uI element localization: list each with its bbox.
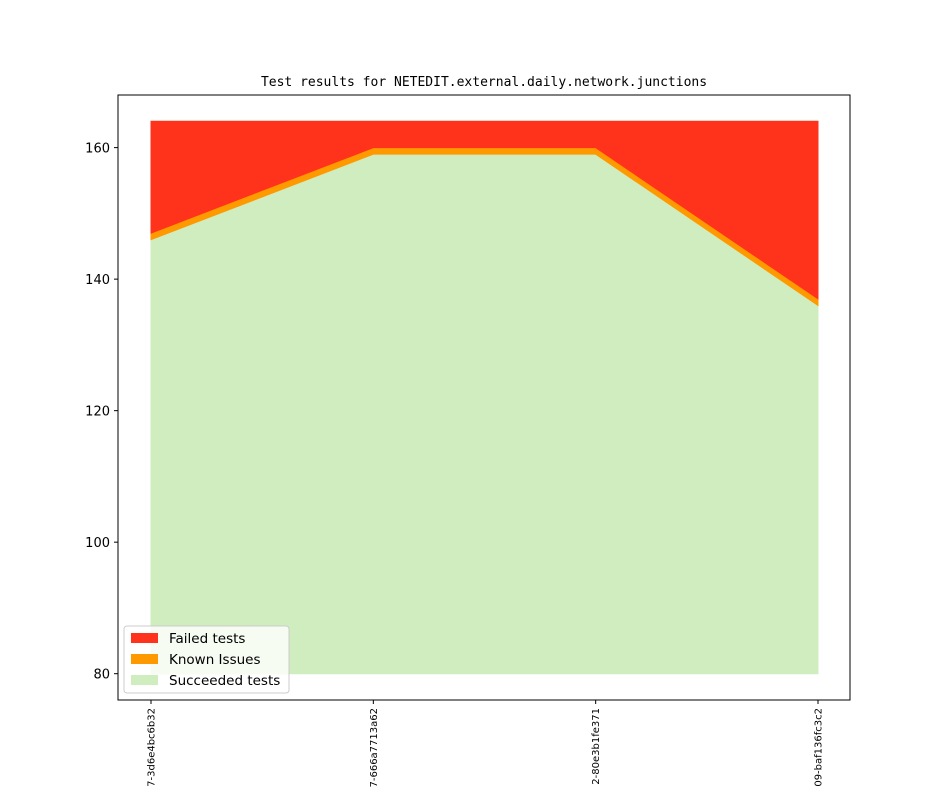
area-failed-tests [150,120,819,300]
plot-frame [117,94,851,701]
legend-swatch [131,675,158,685]
y-axis: 80 100 120 140 160 [85,142,118,683]
legend: Failed tests Known Issues Succeeded tests [123,625,290,694]
x-tick-label: 09-baf136fc3c2 [814,708,825,787]
x-tick-label: 2-80e3b1fe371 [591,708,602,785]
legend-label: Known Issues [169,652,261,668]
x-axis: 7-3d6e4bc6b32 7-666a7713a62 2-80e3b1fe371 0… [147,700,825,787]
legend-swatch [131,654,158,664]
chart-title: Test results for NETEDIT.external.daily.… [261,75,707,90]
y-tick-label: 80 [93,668,110,683]
legend-label: Succeeded tests [169,673,280,689]
y-tick-label: 160 [85,142,110,157]
y-tick-label: 140 [85,273,110,288]
plot-areas [150,120,819,675]
x-tick-label: 7-3d6e4bc6b32 [147,708,158,787]
y-tick-label: 100 [85,536,110,551]
legend-label: Failed tests [169,631,245,647]
legend-swatch [131,633,158,643]
legend-box [123,625,290,694]
y-tick-label: 120 [85,405,110,420]
x-tick-label: 7-666a7713a62 [369,708,380,787]
